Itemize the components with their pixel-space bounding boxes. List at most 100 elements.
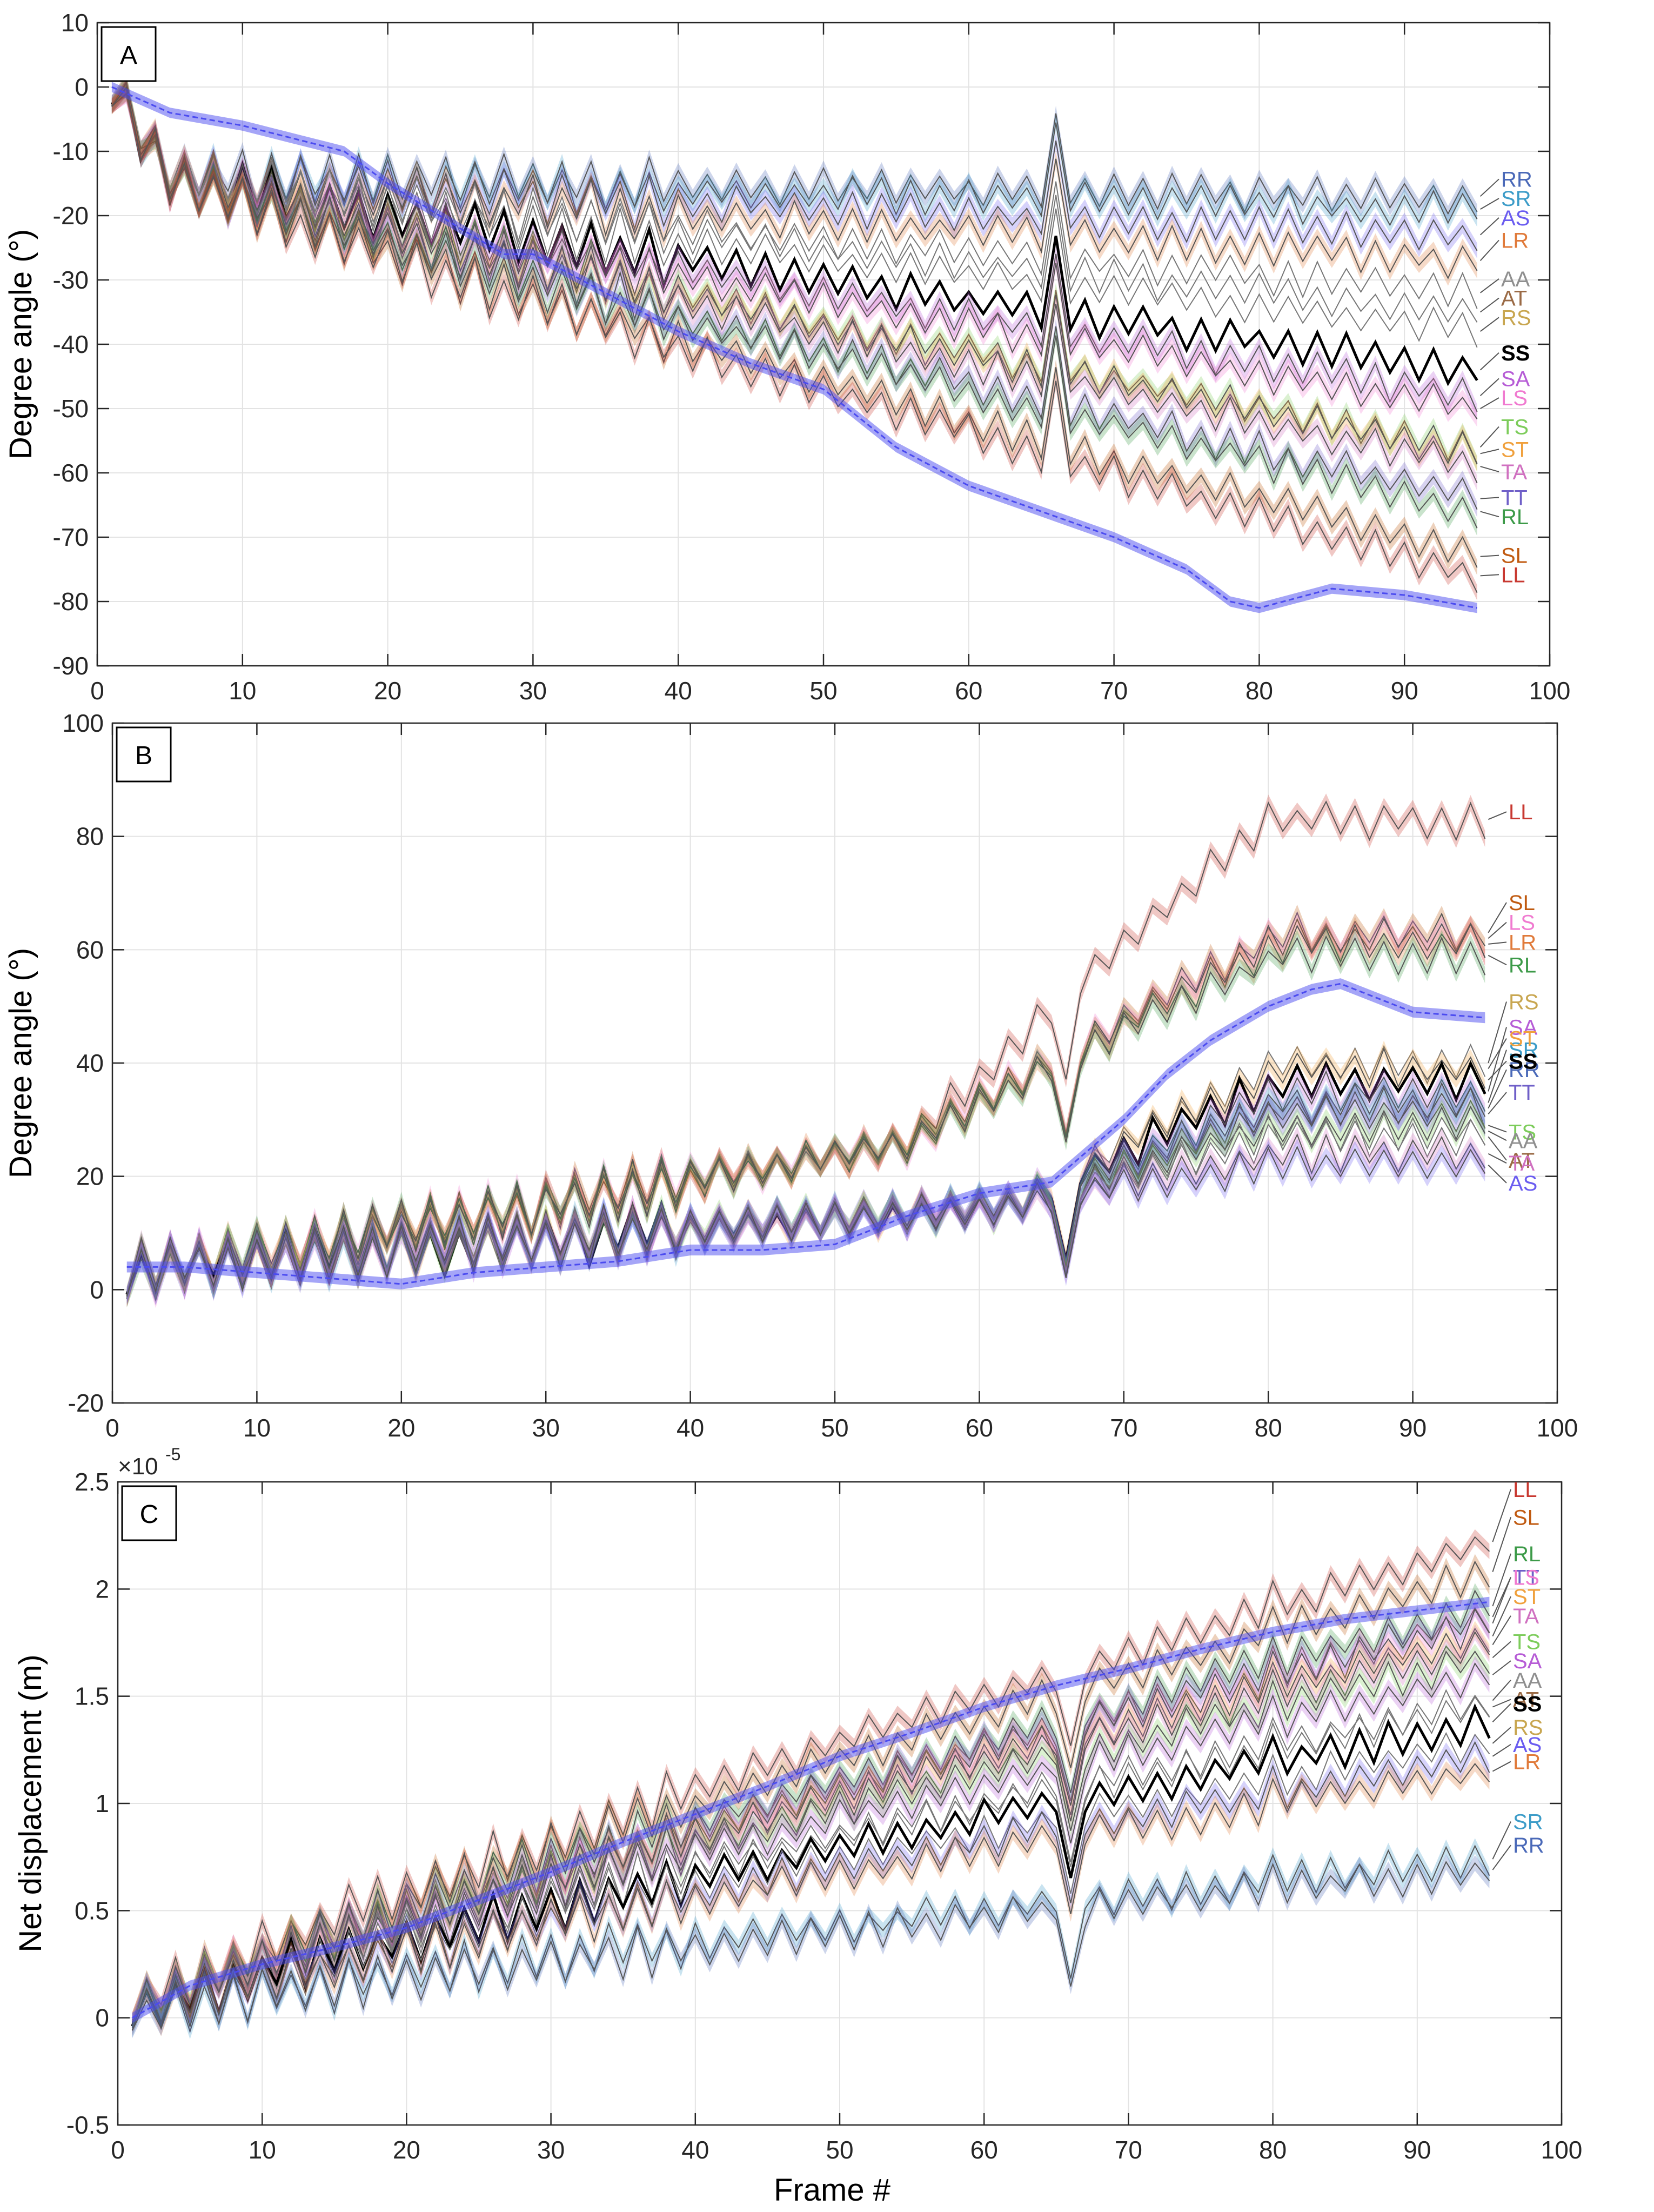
series-label-AT: AT <box>1513 1688 1539 1712</box>
series-line-LR <box>126 923 1486 1299</box>
series-band-TA <box>132 1624 1490 2031</box>
label-leader-LR <box>1479 239 1499 261</box>
label-leader-SR <box>1492 1821 1511 1860</box>
label-leader-AA <box>1479 278 1499 293</box>
y-tick-label: 0.5 <box>75 1896 109 1924</box>
label-leader-LS <box>1492 1577 1511 1624</box>
series-label-RL: RL <box>1509 953 1536 977</box>
label-leader-LS <box>1488 921 1507 939</box>
series-band-RL <box>126 928 1485 1308</box>
label-leader-TS <box>1479 426 1499 448</box>
series-line-LL <box>111 86 1478 593</box>
panel-C: 0 10 20 30 40 50 60 70 80 90 100-0.500.511.522.5Ne… <box>13 1445 1582 2164</box>
panel-letter-box: C <box>121 1485 177 1541</box>
series-label-SR: SR <box>1509 1039 1539 1062</box>
series-line-SL <box>111 92 1478 568</box>
y-tick-label: -20 <box>68 1389 104 1417</box>
series-line-SR <box>126 1081 1486 1295</box>
label-leader-TT <box>1488 1092 1507 1114</box>
label-leader-TA <box>1488 1153 1507 1164</box>
series-band-LR <box>111 73 1477 286</box>
y-tick-label: 0 <box>95 2004 109 2032</box>
label-leader-TT <box>1480 497 1499 499</box>
label-leader-AT <box>1492 1699 1511 1708</box>
x-tick-label: 60 <box>955 677 982 705</box>
label-leader-LL <box>1480 574 1499 577</box>
x-tick-label: 10 <box>229 677 256 705</box>
label-leader-SL <box>1492 1517 1511 1572</box>
series-line-AS <box>111 86 1478 251</box>
y-axis-label: Degree angle (°) <box>3 229 38 459</box>
x-tick-label: 70 <box>1110 1414 1137 1442</box>
series-band-SA <box>132 1655 1490 2033</box>
plot-area <box>131 1529 1491 2040</box>
x-tick-label: 40 <box>677 1414 704 1442</box>
panel-letter: C <box>140 1500 159 1529</box>
series-label-AS: AS <box>1509 1172 1537 1195</box>
y-axis-label: Net displacement (m) <box>13 1654 48 1952</box>
y-tick-label: 60 <box>76 935 104 964</box>
series-line-RR <box>131 1861 1490 2031</box>
x-tick-label: 20 <box>387 1414 415 1442</box>
x-tick-label: 90 <box>1391 677 1418 705</box>
series-line-SA <box>126 1070 1486 1300</box>
label-leader-AS <box>1492 1743 1511 1757</box>
x-tick-label: 30 <box>519 677 547 705</box>
series-label-AS: AS <box>1501 206 1530 230</box>
y-tick-label: 1.5 <box>75 1682 109 1710</box>
panel-A: 0 10 20 30 40 50 60 70 80 90 100-90-80-70-60-50-40… <box>3 9 1570 705</box>
panel-letter-frame <box>101 26 157 82</box>
series-line-RL <box>111 81 1478 529</box>
series-line-LL <box>131 1536 1490 2020</box>
y-tick-label: -0.5 <box>66 2111 109 2139</box>
panel-letter-box: A <box>101 26 157 82</box>
label-leader-SS <box>1479 352 1499 371</box>
series-label-LL: LL <box>1501 563 1525 587</box>
series-label-SL: SL <box>1501 544 1528 568</box>
series-label-TA: TA <box>1509 1152 1535 1175</box>
label-leader-SR <box>1488 1050 1507 1103</box>
label-leader-LL <box>1488 811 1507 820</box>
x-tick-label: 80 <box>1245 677 1273 705</box>
x-tick-label: 60 <box>966 1414 993 1442</box>
series-label-LS: LS <box>1509 911 1535 935</box>
label-leader-TS <box>1488 1125 1507 1133</box>
label-leader-AS <box>1488 1164 1507 1184</box>
x-tick-label: 10 <box>243 1414 271 1442</box>
series-line-LS <box>111 95 1478 419</box>
series-label-TA: TA <box>1501 460 1527 484</box>
y-tick-label: -60 <box>53 459 89 487</box>
series-label-RS: RS <box>1513 1716 1543 1740</box>
series-band-TS <box>132 1643 1490 2032</box>
x-tick-label: 40 <box>681 2136 709 2164</box>
series-line-LR <box>131 1763 1490 2030</box>
x-tick-label: 50 <box>826 2136 853 2164</box>
x-tick-label: 70 <box>1100 677 1128 705</box>
y-tick-label: 2.5 <box>75 1468 109 1496</box>
x-tick-label: 30 <box>532 1414 560 1442</box>
label-leader-LR <box>1492 1761 1511 1772</box>
series-line-AS <box>126 1145 1486 1297</box>
series-label-SL: SL <box>1513 1506 1539 1529</box>
series-label-LR: LR <box>1501 229 1529 253</box>
series-band-AS <box>132 1734 1490 2035</box>
y-tick-label: -40 <box>53 330 89 358</box>
series-label-SS: SS <box>1513 1692 1542 1716</box>
x-tick-label: 100 <box>1541 2136 1583 2164</box>
blue-mean-line <box>131 1601 1490 2019</box>
series-label-LS: LS <box>1513 1566 1539 1589</box>
series-label-AA: AA <box>1513 1669 1542 1693</box>
series-line-ST <box>111 82 1478 465</box>
series-line-TA <box>131 1630 1490 2024</box>
x-tick-label: 40 <box>665 677 692 705</box>
y-tick-label: 1 <box>95 1789 109 1817</box>
series-band-ST <box>126 1040 1485 1302</box>
x-tick-label: 0 <box>90 677 104 705</box>
series-label-TT: TT <box>1501 486 1528 510</box>
x-tick-label: 90 <box>1399 1414 1427 1442</box>
label-leader-TS <box>1492 1641 1511 1659</box>
series-label-ST: ST <box>1501 438 1529 462</box>
y-tick-label: 2 <box>95 1575 109 1603</box>
label-leader-ST <box>1480 449 1499 455</box>
